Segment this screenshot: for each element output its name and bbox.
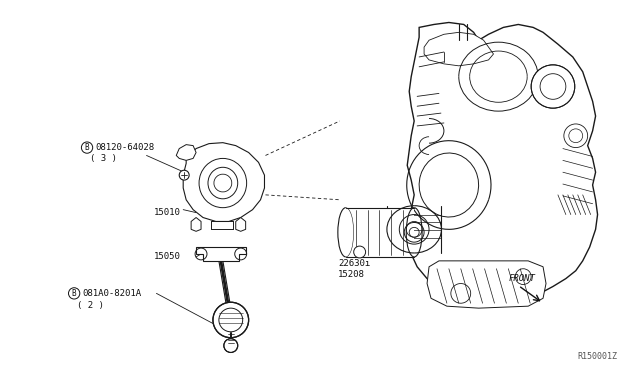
Polygon shape (196, 247, 246, 261)
Text: 08120-64028: 08120-64028 (95, 143, 154, 152)
Text: ( 3 ): ( 3 ) (90, 154, 117, 163)
Text: 15208: 15208 (338, 270, 365, 279)
Text: ( 2 ): ( 2 ) (77, 301, 104, 310)
Text: 15050: 15050 (154, 253, 180, 262)
Polygon shape (176, 145, 196, 160)
Text: B: B (84, 143, 90, 152)
Polygon shape (424, 32, 493, 66)
Circle shape (354, 246, 365, 258)
Circle shape (179, 170, 189, 180)
Polygon shape (236, 218, 246, 231)
Text: 22630ı: 22630ı (338, 259, 370, 268)
Text: FRONT: FRONT (508, 274, 535, 283)
Text: R150001Z: R150001Z (577, 352, 618, 361)
Circle shape (224, 339, 237, 353)
Circle shape (213, 302, 248, 338)
Text: 15010: 15010 (154, 208, 180, 217)
Text: 081A0-8201A: 081A0-8201A (82, 289, 141, 298)
Text: B: B (72, 289, 76, 298)
Circle shape (531, 65, 575, 108)
Polygon shape (191, 218, 201, 231)
Polygon shape (407, 22, 598, 306)
Polygon shape (427, 261, 546, 308)
Bar (346, 208, 414, 257)
Polygon shape (183, 142, 264, 221)
